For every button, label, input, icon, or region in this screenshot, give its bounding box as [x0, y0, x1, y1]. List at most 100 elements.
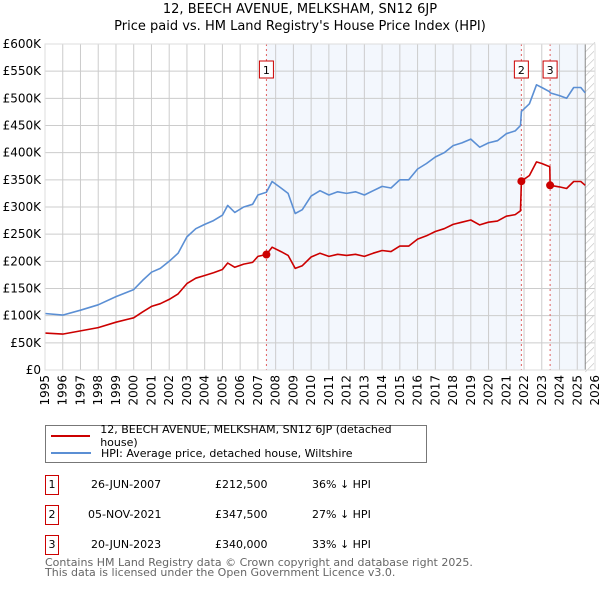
hatch-line: [584, 345, 596, 357]
x-tick-label: 2014: [375, 375, 389, 406]
x-tick-label: 1996: [56, 375, 70, 406]
transaction-date: 20-JUN-2023: [91, 538, 162, 551]
y-tick-label: £200K: [3, 254, 43, 268]
y-tick-label: £100K: [3, 309, 43, 323]
transaction-date: 26-JUN-2007: [91, 478, 162, 491]
y-tick-label: £350K: [3, 173, 43, 187]
y-tick-label: £500K: [3, 91, 43, 105]
y-tick-label: £0: [26, 363, 41, 377]
property-price-line: [44, 161, 586, 335]
x-tick-label: 2018: [446, 375, 460, 406]
price-chart: £0 £50K £100K £150K £200K £250K £300K £350K £400…: [3, 37, 600, 406]
sale-label-box: [258, 60, 274, 79]
legend-label-hpi: HPI: Average price, detached house, Wilt…: [101, 446, 353, 460]
transaction-marker: 3: [45, 535, 59, 555]
transaction-row: 1 26-JUN-2007 £212,500 36% ↓ HPI: [45, 475, 465, 495]
x-tick-label: 2024: [553, 375, 567, 406]
legend-swatch-hpi: [51, 452, 91, 454]
chart-subtitle: Price paid vs. HM Land Registry's House …: [114, 19, 486, 34]
legend-swatch-property: [51, 435, 91, 437]
hatch-line: [584, 153, 596, 165]
x-tick-label: 2008: [269, 375, 283, 406]
x-tick-label: 2017: [428, 375, 442, 406]
hatch-line: [584, 169, 596, 181]
hatch-line: [584, 329, 596, 341]
hpi-line: [44, 84, 586, 316]
hatch-line: [584, 297, 596, 309]
sale-label: 2: [518, 64, 525, 77]
footer-copyright: Contains HM Land Registry data © Crown c…: [45, 556, 473, 569]
transaction-row: 2 05-NOV-2021 £347,500 27% ↓ HPI: [45, 505, 465, 525]
hatch-line: [584, 49, 596, 61]
y-tick-label: £450K: [3, 119, 43, 133]
hatch-line: [584, 257, 596, 269]
x-tick-label: 2020: [482, 375, 496, 406]
x-tick-label: 2004: [198, 375, 212, 406]
transaction-price: £212,500: [215, 478, 268, 491]
hatch-line: [584, 145, 596, 157]
x-tick-label: 2019: [464, 375, 478, 406]
transaction-marker: 2: [45, 505, 59, 525]
sale-label: 3: [547, 64, 554, 77]
x-tick-label: 1998: [91, 375, 105, 406]
transaction-row: 3 20-JUN-2023 £340,000 33% ↓ HPI: [45, 535, 465, 555]
transaction-price: £340,000: [215, 538, 268, 551]
hatch-line: [584, 137, 596, 149]
x-tick-label: 2002: [162, 375, 176, 406]
hatch-line: [584, 57, 596, 69]
transaction-hpi-diff: 27% ↓ HPI: [312, 508, 371, 521]
footer-licence: This data is licensed under the Open Gov…: [45, 566, 396, 579]
x-tick-label: 2013: [357, 375, 371, 406]
sale-point: [262, 250, 271, 259]
transaction-date: 05-NOV-2021: [88, 508, 162, 521]
x-tick-label: 1995: [38, 375, 52, 406]
x-tick-label: 2000: [127, 375, 141, 406]
hatch-line: [584, 97, 596, 109]
x-tick-label: 2022: [517, 375, 531, 406]
hatch-line: [584, 321, 596, 333]
sale-point: [517, 177, 526, 186]
y-tick-label: £50K: [10, 336, 42, 350]
hatch-line: [584, 105, 596, 117]
hatch-line: [584, 209, 596, 221]
hatch-line: [584, 217, 596, 229]
x-tick-label: 2010: [304, 375, 318, 406]
hatch-line: [584, 129, 596, 141]
y-tick-label: £300K: [3, 200, 43, 214]
legend-item-property: 12, BEECH AVENUE, MELKSHAM, SN12 6JP (de…: [46, 423, 426, 449]
transaction-hpi-diff: 33% ↓ HPI: [312, 538, 371, 551]
sale-point: [546, 181, 555, 190]
hatch-line: [584, 281, 596, 293]
hatch-line: [584, 113, 596, 125]
hatch-line: [584, 265, 596, 277]
hatch-line: [584, 305, 596, 317]
hatch-line: [584, 289, 596, 301]
hatch-line: [584, 161, 596, 173]
sale-label-box: [542, 60, 558, 79]
hatch-line: [584, 193, 596, 205]
x-tick-label: 2021: [499, 375, 513, 406]
sale-label: 1: [263, 64, 270, 77]
x-tick-label: 2023: [535, 375, 549, 406]
x-tick-label: 2011: [322, 375, 336, 406]
x-tick-label: 2012: [340, 375, 354, 406]
y-tick-label: £400K: [3, 146, 43, 160]
x-tick-label: 2007: [251, 375, 265, 406]
x-tick-label: 1999: [109, 375, 123, 406]
x-tick-label: 2005: [215, 375, 229, 406]
legend-item-hpi: HPI: Average price, detached house, Wilt…: [46, 445, 353, 461]
hatch-line: [584, 249, 596, 261]
chart-title: 12, BEECH AVENUE, MELKSHAM, SN12 6JP: [162, 2, 438, 17]
footer: Contains HM Land Registry data © Crown c…: [45, 556, 473, 579]
transaction-hpi-diff: 36% ↓ HPI: [312, 478, 371, 491]
x-tick-label: 2003: [180, 375, 194, 406]
hatch-line: [584, 73, 596, 85]
legend-label-property: 12, BEECH AVENUE, MELKSHAM, SN12 6JP (de…: [100, 423, 392, 449]
x-tick-label: 2009: [286, 375, 300, 406]
hatch-line: [584, 353, 596, 365]
hatch-line: [584, 81, 596, 93]
plot-border: [44, 43, 596, 371]
x-tick-label: 2015: [393, 375, 407, 406]
transaction-marker: 1: [45, 475, 59, 495]
hatch-line: [584, 121, 596, 133]
